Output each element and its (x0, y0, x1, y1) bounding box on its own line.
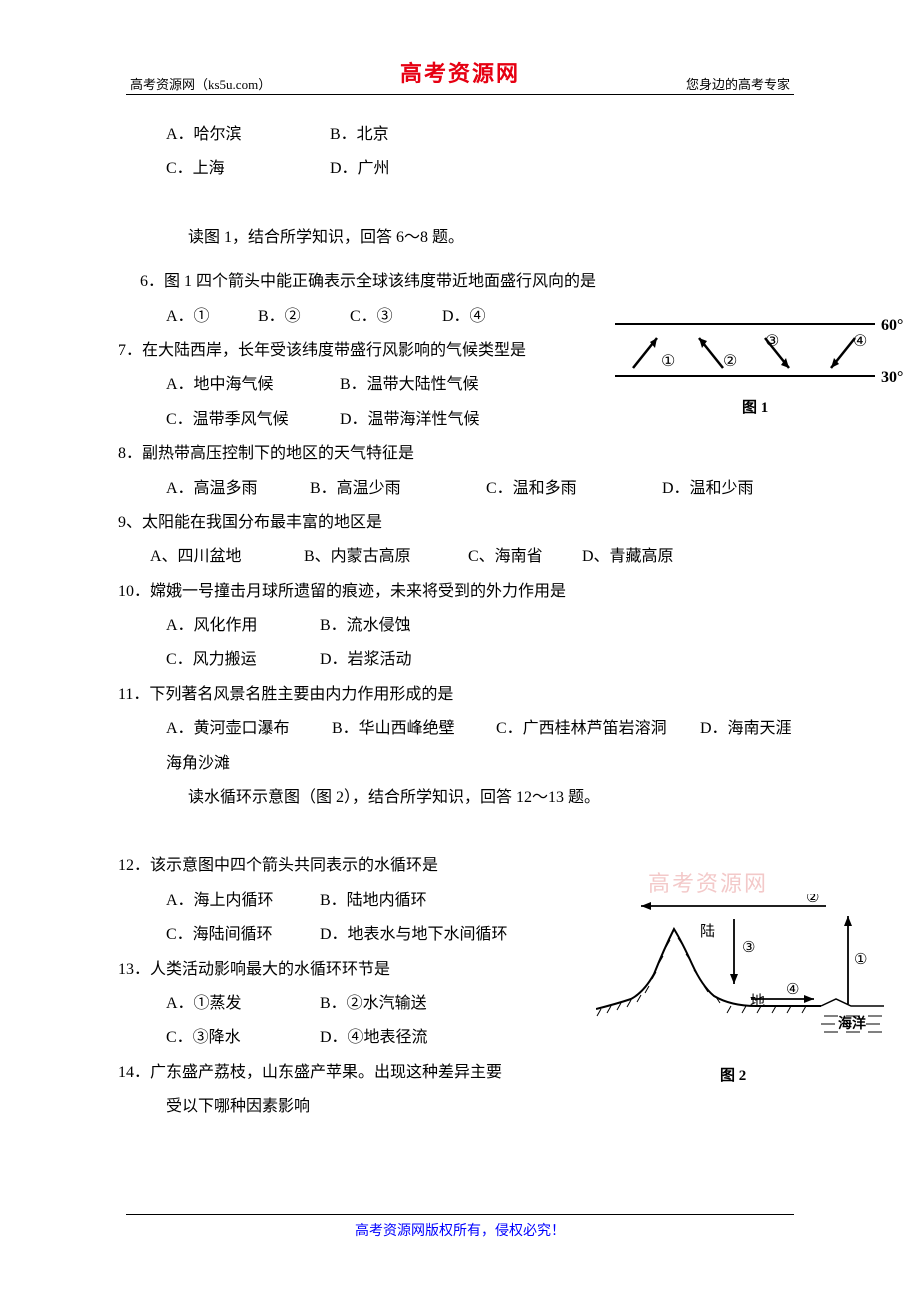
q6-text: 6．图 1 四个箭头中能正确表示全球该纬度带近地面盛行风向的是 (118, 265, 808, 299)
figure-1: ① ② ③ ④ 60° 30° (615, 316, 915, 406)
q7-opt-a: A．地中海气候 (166, 368, 336, 402)
q14-cont: 受以下哪种因素影响 (118, 1090, 808, 1124)
header-center-logo: 高考资源网 (400, 56, 520, 88)
q5-opt-c: C．上海 (166, 152, 326, 186)
instruction-12-13: 读水循环示意图（图 2），结合所学知识，回答 12～13 题。 (118, 781, 808, 815)
q13-opt-a: A．①蒸发 (166, 987, 316, 1021)
q5-opt-b: B．北京 (330, 118, 389, 152)
header-left: 高考资源网（ks5u.com） (130, 74, 271, 93)
q9-opt-d: D、青藏高原 (582, 540, 674, 574)
q11-opt-d: D．海南天涯 (700, 712, 792, 746)
footer-text: 高考资源网版权所有，侵权必究！ (0, 1220, 920, 1240)
q11-opt-a: A．黄河壶口瀑布 (166, 712, 328, 746)
header-divider (126, 94, 794, 95)
q10-row1: A．风化作用 B．流水侵蚀 (118, 609, 808, 643)
q7-opt-b: B．温带大陆性气候 (340, 368, 479, 402)
q11-opt-b: B．华山西峰绝壁 (332, 712, 492, 746)
q9-opts: A、四川盆地 B、内蒙古高原 C、海南省 D、青藏高原 (118, 540, 808, 574)
q5-row1: A．哈尔滨 B．北京 (118, 118, 808, 152)
q9-text: 9、太阳能在我国分布最丰富的地区是 (118, 506, 808, 540)
q13-opt-d: D．④地表径流 (320, 1021, 428, 1055)
fig1-arrow-4: ④ (853, 333, 867, 350)
page-header: 高考资源网（ks5u.com） 高考资源网 您身边的高考专家 (0, 74, 920, 93)
fig1-lat-60: 60° (881, 317, 903, 334)
q12-opt-d: D．地表水与地下水间循环 (320, 918, 508, 952)
q12-opt-b: B．陆地内循环 (320, 884, 427, 918)
q13-opt-b: B．②水汽输送 (320, 987, 427, 1021)
q8-opt-d: D．温和少雨 (662, 472, 754, 506)
q11-opt-c: C．广西桂林芦笛岩溶洞 (496, 712, 696, 746)
q8-opt-a: A．高温多雨 (166, 472, 306, 506)
fig1-lat-30: 30° (881, 369, 903, 386)
fig2-ground-label: 地 (750, 993, 765, 1010)
q6-opt-b: B．② (258, 300, 346, 334)
q10-row2: C．风力搬运 D．岩浆活动 (118, 643, 808, 677)
fig2-arrow-1: ① (854, 952, 867, 968)
q10-opt-a: A．风化作用 (166, 609, 316, 643)
q5-opt-d: D．广州 (330, 152, 390, 186)
q9-opt-c: C、海南省 (468, 540, 578, 574)
footer-divider (126, 1214, 794, 1215)
q12-opt-a: A．海上内循环 (166, 884, 316, 918)
figure-1-caption: 图 1 (742, 396, 768, 417)
fig2-arrow-3: ③ (742, 940, 755, 956)
q8-text: 8．副热带高压控制下的地区的天气特征是 (118, 437, 808, 471)
instruction-6-8: 读图 1，结合所学知识，回答 6～8 题。 (118, 221, 808, 255)
q6-opt-d: D．④ (442, 300, 486, 334)
q11-text: 11．下列著名风景名胜主要由内力作用形成的是 (118, 678, 808, 712)
q8-opt-b: B．高温少雨 (310, 472, 482, 506)
q11-opts: A．黄河壶口瀑布 B．华山西峰绝壁 C．广西桂林芦笛岩溶洞 D．海南天涯 (118, 712, 808, 746)
q9-opt-a: A、四川盆地 (150, 540, 300, 574)
q10-opt-b: B．流水侵蚀 (320, 609, 411, 643)
fig1-arrow-1: ① (661, 353, 675, 370)
figure-2: ② ① ③ ④ (596, 894, 890, 1074)
q7-row2: C．温带季风气候 D．温带海洋性气候 (118, 403, 808, 437)
q5-opt-a: A．哈尔滨 (166, 118, 326, 152)
fig2-ocean-label: 海洋 (838, 1015, 866, 1032)
q7-opt-d: D．温带海洋性气候 (340, 403, 480, 437)
fig1-arrow-2: ② (723, 353, 737, 370)
q11-cont: 海角沙滩 (118, 747, 808, 781)
fig2-land-label: 陆 (700, 923, 715, 940)
q5-row2: C．上海 D．广州 (118, 152, 808, 186)
q12-opt-c: C．海陆间循环 (166, 918, 316, 952)
q10-opt-d: D．岩浆活动 (320, 643, 412, 677)
figure-2-caption: 图 2 (720, 1064, 746, 1085)
q13-opt-c: C．③降水 (166, 1021, 316, 1055)
fig2-arrow-4: ④ (786, 982, 799, 998)
q6-opt-c: C．③ (350, 300, 438, 334)
q10-text: 10．嫦娥一号撞击月球所遗留的痕迹，未来将受到的外力作用是 (118, 575, 808, 609)
header-right: 您身边的高考专家 (686, 74, 790, 93)
q10-opt-c: C．风力搬运 (166, 643, 316, 677)
q8-opt-c: C．温和多雨 (486, 472, 658, 506)
q9-opt-b: B、内蒙古高原 (304, 540, 464, 574)
q6-opt-a: A．① (166, 300, 254, 334)
fig1-arrow-3: ③ (765, 333, 779, 350)
q7-opt-c: C．温带季风气候 (166, 403, 336, 437)
q8-opts: A．高温多雨 B．高温少雨 C．温和多雨 D．温和少雨 (118, 472, 808, 506)
fig2-arrow-2: ② (806, 894, 819, 906)
